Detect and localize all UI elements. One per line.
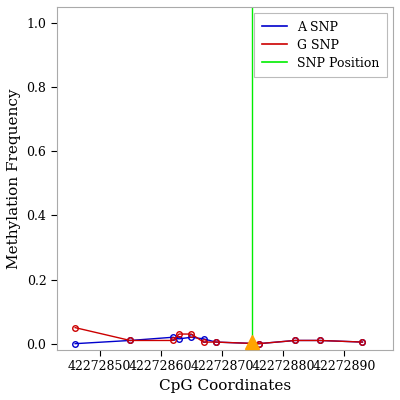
Legend: A SNP, G SNP, SNP Position: A SNP, G SNP, SNP Position xyxy=(254,13,387,77)
X-axis label: CpG Coordinates: CpG Coordinates xyxy=(159,379,291,393)
Y-axis label: Methylation Frequency: Methylation Frequency xyxy=(7,88,21,269)
